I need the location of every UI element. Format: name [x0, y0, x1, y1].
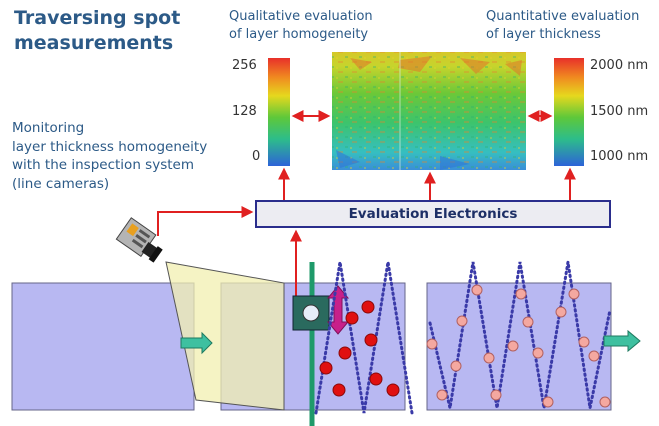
evaluation-electronics-box: Evaluation Electronics	[255, 200, 611, 228]
right-scale-tick-bottom: 1000 nm	[590, 149, 649, 164]
line-camera-icon	[115, 217, 163, 263]
left-color-scale	[268, 58, 290, 166]
measurement-dots-red	[319, 300, 400, 397]
qualitative-caption: Qualitative evaluation of layer homogene…	[229, 9, 373, 42]
sensor-head-icon	[292, 295, 330, 331]
left-scale-tick-mid: 128	[232, 104, 257, 119]
measurement-dots-pink	[426, 284, 611, 408]
left-scale-tick-bottom: 0	[252, 149, 261, 164]
sample-panel-left	[11, 282, 195, 411]
arrow-camera-to-electronics	[157, 206, 254, 236]
traverse-path-middle	[314, 261, 414, 415]
traverse-path-right	[428, 261, 612, 409]
quantitative-caption: Quantitative evaluation of layer thickne…	[486, 9, 640, 42]
monitoring-description: Monitoring layer thickness homogeneity w…	[12, 120, 208, 192]
right-scale-tick-mid: 1500 nm	[590, 104, 649, 119]
right-color-scale	[554, 58, 584, 166]
right-scale-tick-top: 2000 nm	[590, 58, 649, 73]
flow-arrow-out-icon	[603, 329, 641, 353]
flow-arrow-icon	[180, 331, 213, 355]
camera-field-of-view	[165, 261, 285, 411]
left-scale-tick-top: 256	[232, 58, 257, 73]
diagram-title: Traversing spot measurements	[14, 7, 181, 54]
homogeneity-heatmap	[332, 52, 526, 170]
